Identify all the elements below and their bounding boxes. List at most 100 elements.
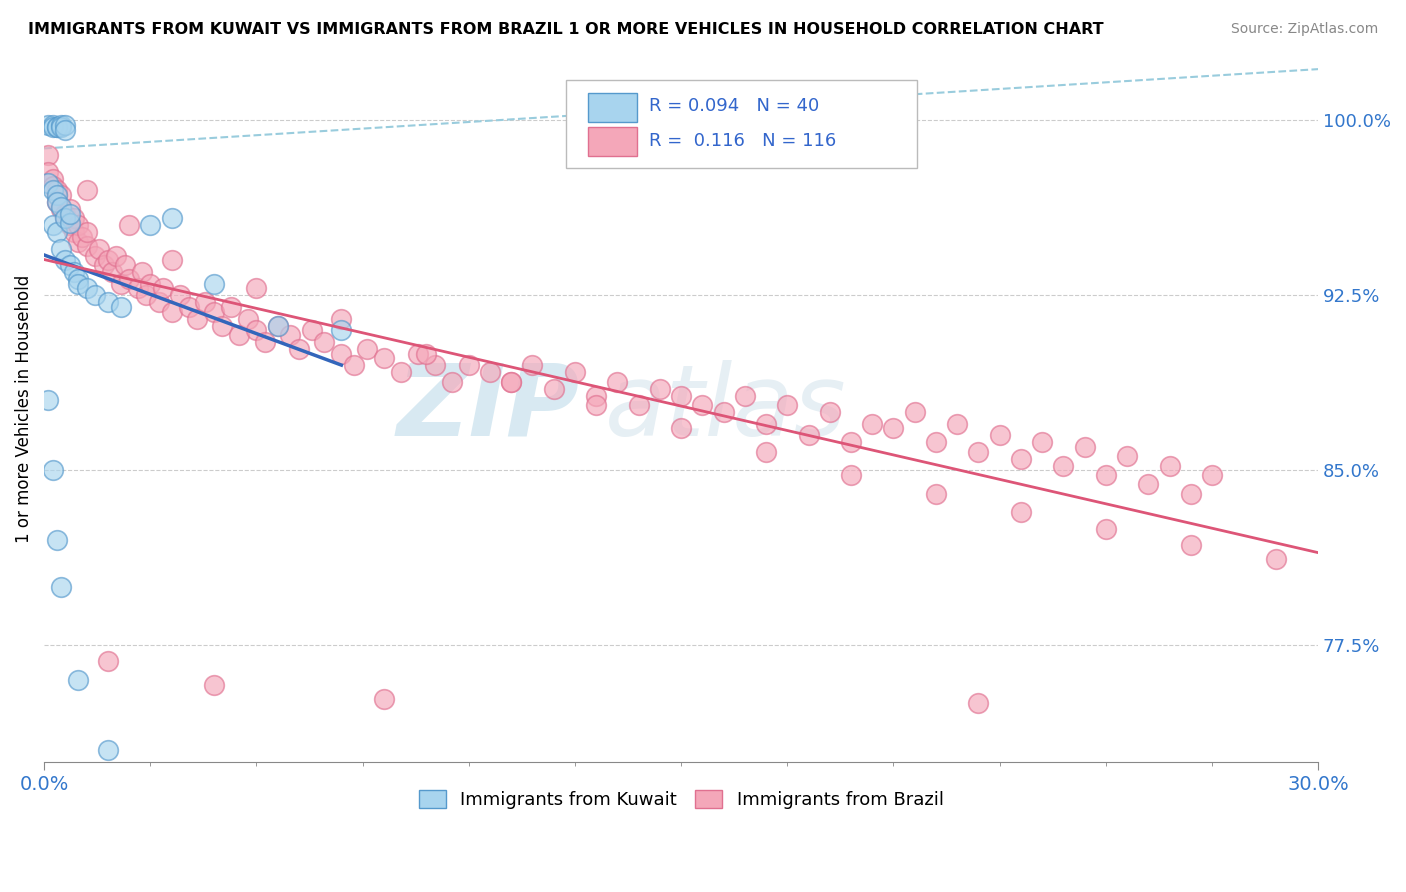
Point — [84, 288, 107, 302]
Point — [76, 183, 98, 197]
Point — [343, 359, 366, 373]
Point — [202, 277, 225, 291]
Point — [45, 120, 67, 135]
Point — [1116, 450, 1139, 464]
Point — [314, 334, 336, 349]
Point — [89, 242, 111, 256]
Point — [415, 346, 437, 360]
Point — [41, 118, 63, 132]
Point — [110, 277, 132, 291]
Point — [37, 148, 59, 162]
Point — [564, 365, 586, 379]
Text: R =  0.116   N = 116: R = 0.116 N = 116 — [650, 132, 837, 150]
Point — [755, 417, 778, 431]
Point — [53, 211, 76, 226]
Point — [139, 219, 162, 233]
Point — [479, 365, 502, 379]
Point — [41, 463, 63, 477]
Point — [45, 195, 67, 210]
Point — [423, 359, 446, 373]
Point — [925, 486, 948, 500]
Point — [45, 533, 67, 548]
Point — [118, 219, 141, 233]
Point — [160, 304, 183, 318]
Text: R = 0.094   N = 40: R = 0.094 N = 40 — [650, 97, 820, 115]
Point — [186, 311, 208, 326]
Point — [1264, 552, 1286, 566]
Point — [543, 382, 565, 396]
Point — [946, 417, 969, 431]
Point — [406, 346, 429, 360]
Point — [1010, 505, 1032, 519]
Point — [67, 219, 90, 233]
Point — [53, 118, 76, 132]
Point — [84, 249, 107, 263]
Point — [1031, 435, 1053, 450]
Point — [734, 389, 756, 403]
Point — [41, 178, 63, 193]
Point — [97, 253, 120, 268]
Point — [356, 342, 378, 356]
Point — [177, 300, 200, 314]
Point — [53, 253, 76, 268]
Point — [53, 122, 76, 136]
Point — [501, 375, 523, 389]
Point — [606, 375, 628, 389]
Point — [93, 258, 115, 272]
Point — [457, 359, 479, 373]
Y-axis label: 1 or more Vehicles in Household: 1 or more Vehicles in Household — [15, 275, 32, 542]
Point — [202, 678, 225, 692]
Point — [373, 691, 395, 706]
Point — [1137, 477, 1160, 491]
Point — [266, 318, 288, 333]
Point — [627, 398, 650, 412]
Point — [41, 120, 63, 135]
Point — [301, 323, 323, 337]
Point — [585, 398, 607, 412]
Point — [101, 265, 124, 279]
Point — [440, 375, 463, 389]
Point — [45, 195, 67, 210]
Point — [776, 398, 799, 412]
Point — [713, 405, 735, 419]
Text: IMMIGRANTS FROM KUWAIT VS IMMIGRANTS FROM BRAZIL 1 OR MORE VEHICLES IN HOUSEHOLD: IMMIGRANTS FROM KUWAIT VS IMMIGRANTS FRO… — [28, 22, 1104, 37]
Point — [127, 281, 149, 295]
Point — [45, 183, 67, 197]
Point — [45, 188, 67, 202]
Point — [692, 398, 714, 412]
Point — [67, 272, 90, 286]
Point — [58, 219, 80, 233]
Point — [1201, 467, 1223, 482]
Point — [194, 295, 217, 310]
Point — [236, 311, 259, 326]
Point — [266, 318, 288, 333]
Point — [522, 359, 544, 373]
Point — [72, 230, 94, 244]
Text: Source: ZipAtlas.com: Source: ZipAtlas.com — [1230, 22, 1378, 37]
Point — [280, 328, 302, 343]
Point — [839, 435, 862, 450]
Point — [76, 281, 98, 295]
Point — [1052, 458, 1074, 473]
Text: ZIP: ZIP — [396, 360, 579, 457]
Point — [988, 428, 1011, 442]
Point — [45, 226, 67, 240]
Point — [1094, 467, 1116, 482]
Point — [97, 743, 120, 757]
Point — [114, 258, 136, 272]
Point — [253, 334, 276, 349]
Point — [148, 295, 170, 310]
Point — [585, 389, 607, 403]
Point — [49, 200, 72, 214]
Point — [110, 300, 132, 314]
Point — [58, 258, 80, 272]
Point — [45, 120, 67, 135]
Point — [967, 697, 990, 711]
Point — [49, 242, 72, 256]
Point — [1180, 538, 1202, 552]
Point — [160, 253, 183, 268]
Point — [76, 239, 98, 253]
Point — [169, 288, 191, 302]
Point — [139, 277, 162, 291]
Point — [389, 365, 412, 379]
